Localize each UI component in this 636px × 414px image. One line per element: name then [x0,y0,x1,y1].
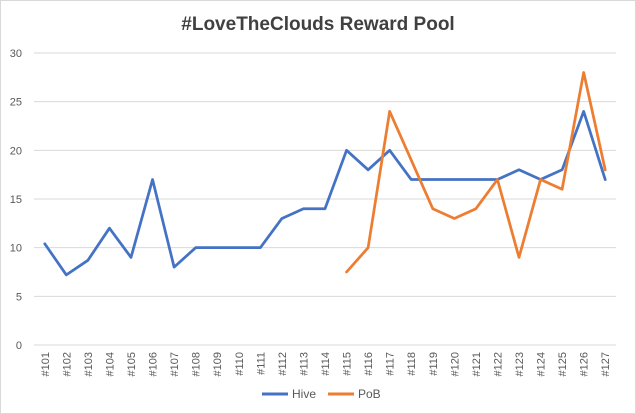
series-line-hive [43,110,607,277]
x-tick-label: #121 [471,352,483,376]
x-tick-label: #104 [104,352,116,376]
x-tick-label: #111 [255,352,267,375]
x-tick-label: #117 [385,352,397,376]
y-tick-label: 20 [10,145,22,157]
legend-label: PoB [358,387,381,401]
y-tick-label: 15 [10,194,22,206]
x-tick-label: #110 [234,352,246,376]
y-tick-label: 25 [10,97,22,109]
legend-label: Hive [292,387,316,401]
x-tick-label: #119 [428,352,440,376]
x-tick-label: #123 [514,352,526,376]
x-tick-label: #125 [557,352,569,376]
y-tick-label: 10 [10,243,22,255]
x-tick-label: #107 [169,352,181,376]
x-tick-label: #108 [191,352,203,376]
y-tick-label: 0 [16,340,22,352]
x-axis-ticks: #101 #102 #103 #104 #105 #106 #107 #108 #109 #110… [40,352,612,376]
x-tick-label: #113 [298,352,310,376]
y-tick-label: 5 [16,291,22,303]
series-lines [43,71,607,277]
x-tick-label: #101 [40,352,52,376]
x-tick-label: #122 [492,352,504,376]
y-tick-label: 30 [10,48,22,60]
x-tick-label: #109 [212,352,224,376]
x-tick-label: #124 [536,352,548,376]
gridlines [34,52,616,346]
x-tick-label: #115 [342,352,354,376]
x-tick-label: #120 [449,352,461,376]
x-tick-label: #118 [406,352,418,376]
x-tick-label: #112 [277,352,289,376]
x-tick-label: #126 [579,352,591,376]
series-line-pob [345,71,607,274]
x-tick-label: #102 [61,352,73,376]
x-tick-label: #114 [320,352,332,376]
x-tick-label: #105 [126,352,138,376]
y-axis-ticks: 0 5 10 15 20 25 30 [10,48,22,352]
chart-title: #LoveTheClouds Reward Pool [181,14,455,35]
x-tick-label: #116 [363,352,375,376]
x-tick-label: #106 [148,352,160,376]
legend: Hive PoB [262,387,381,401]
x-tick-label: #103 [83,352,95,376]
x-tick-label: #127 [600,352,612,376]
